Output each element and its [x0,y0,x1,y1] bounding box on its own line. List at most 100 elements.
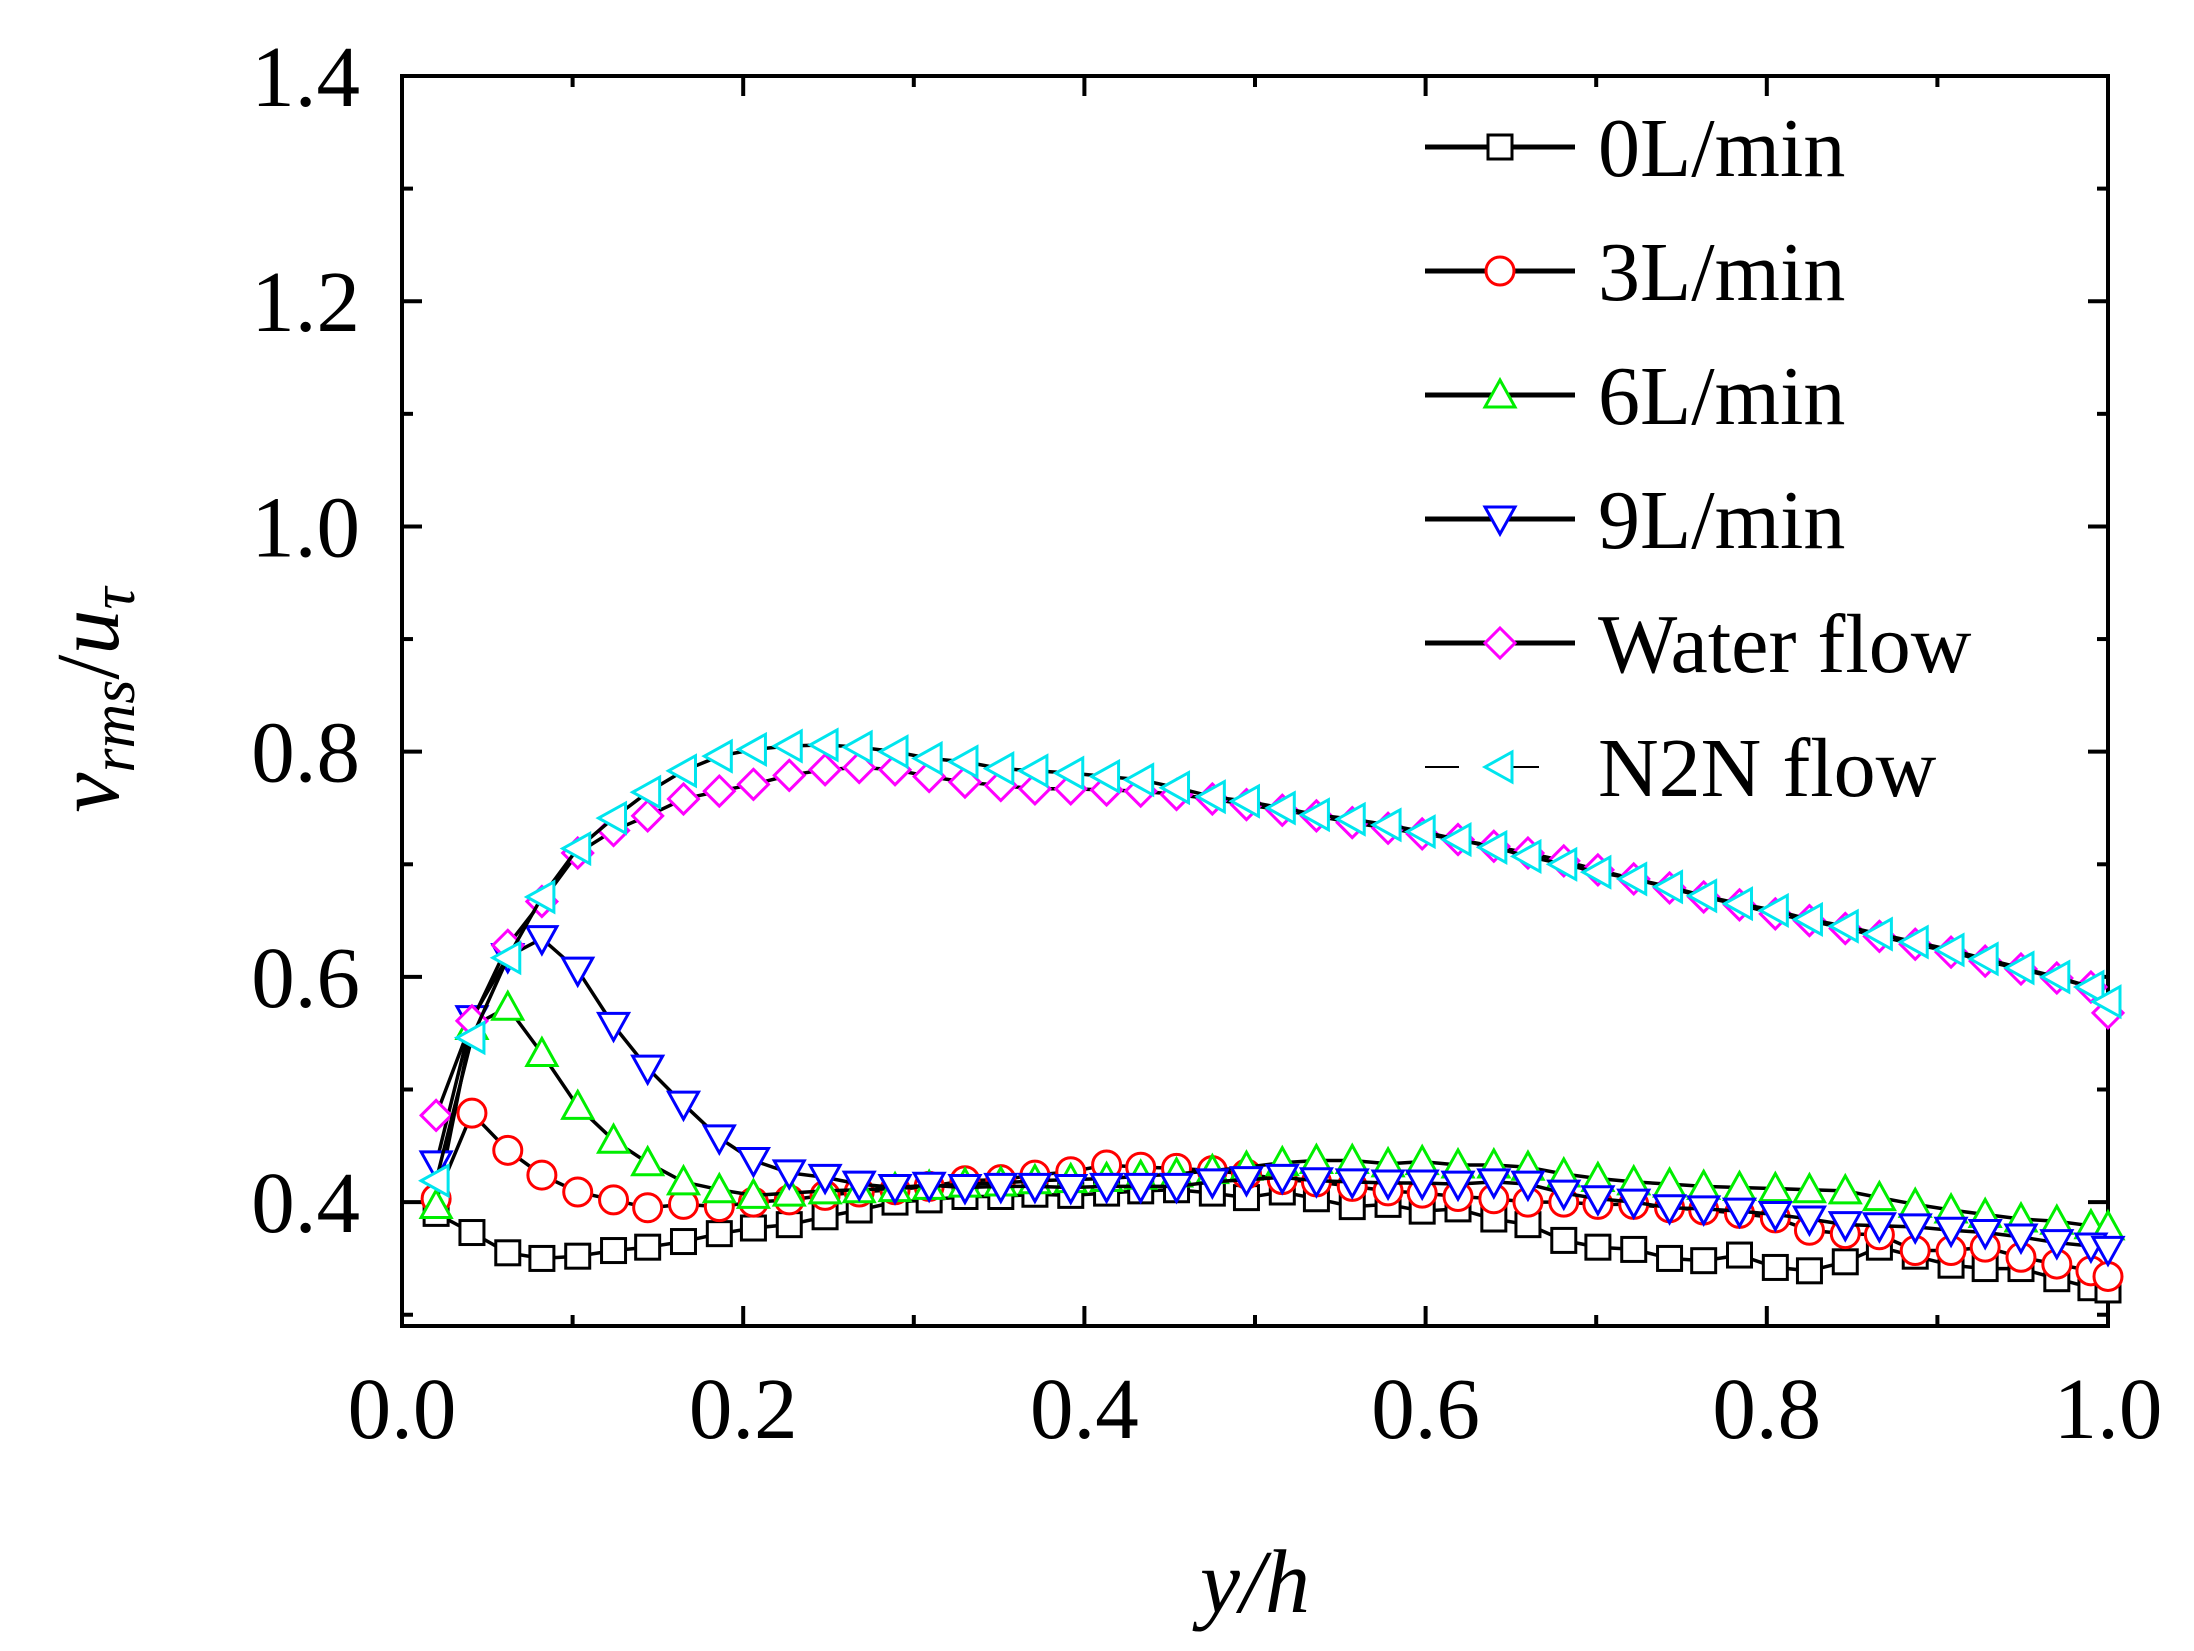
data-point [418,1187,454,1220]
data-point [1546,1179,1582,1212]
data-point [490,989,526,1021]
legend-entry: Water flow [1425,598,1972,691]
legend-marker [1482,625,1518,661]
data-point [775,1211,803,1239]
data-point [598,1184,630,1216]
data-point [600,1237,628,1265]
data-point [1652,1194,1688,1226]
data-point [528,1244,556,1272]
y-axis-title-v-sub: rms [80,680,148,773]
data-point [771,1175,807,1207]
data-point [523,879,556,915]
data-point [771,728,803,764]
x-tick-label: 0.6 [1371,1360,1480,1457]
data-point [1440,1170,1476,1203]
data-point [1509,838,1542,874]
data-point [1550,1226,1578,1254]
data-point [1579,854,1612,890]
data-point [983,1172,1019,1205]
data-point [418,1098,454,1133]
data-point [1298,1167,1334,1199]
data-point [911,740,943,776]
data-point [2072,969,2105,1005]
legend-entry: N2N flow [1425,722,1937,815]
y-axis-title-u: u [39,610,138,655]
data-point [1476,1168,1512,1200]
data-point [982,751,1015,787]
data-point [494,1239,522,1267]
data-point [1757,1201,1793,1233]
y-axis-title-v: v [39,773,138,813]
data-point [1757,892,1789,929]
data-point [701,738,733,774]
data-point [562,1176,594,1208]
data-point [1827,908,1859,944]
data-point [1932,932,1965,968]
data-point [1686,1195,1722,1227]
data-point [771,1159,807,1191]
data-point [1334,1168,1370,1200]
y-axis-title-slash: / [39,655,138,680]
data-point [1967,1219,2003,1251]
data-point [1791,1205,1827,1238]
data-point [1791,901,1823,938]
data-point [772,758,807,793]
data-point [1158,770,1191,806]
data-point [1510,1170,1546,1203]
data-point [524,1035,560,1067]
data-point [2089,984,2122,1020]
y-axis-title: vrms/uτ [39,585,148,813]
legend-label: 9L/min [1598,474,1845,567]
data-point [739,1214,767,1242]
data-point [669,1228,697,1256]
legend-marker [1484,255,1516,287]
data-point [1053,1173,1089,1206]
data-point [560,1088,596,1120]
data-point [595,800,628,836]
data-point [877,1173,913,1206]
data-point [456,1097,488,1129]
data-point [806,727,839,763]
legend-entry: 0L/min [1425,102,1845,195]
data-point [1052,755,1085,791]
data-point [418,1150,454,1182]
legend-label: Water flow [1598,598,1972,691]
data-point [595,1011,632,1044]
data-point [634,1233,662,1261]
series-layer [418,727,2126,1304]
data-point [524,925,560,957]
data-point [2002,950,2035,986]
legend-label: N2N flow [1598,722,1937,815]
y-tick-label: 0.4 [251,1154,360,1251]
data-point [1016,753,1049,789]
data-point [1933,1216,1969,1249]
data-point [1369,807,1402,843]
legend-marker [1486,133,1514,161]
data-point [1861,916,1893,952]
data-point [947,1173,983,1206]
data-point [701,1124,737,1157]
data-point [1721,886,1754,922]
data-point [666,781,701,817]
data-point [735,1177,771,1209]
data-point [1404,1169,1440,1202]
data-point [1967,941,1999,977]
data-point [1439,821,1472,858]
data-point [735,731,767,767]
data-point [1264,1163,1300,1196]
legend: 0L/min 3L/min 6L/min 9L/min Water flow N2N fl… [1425,102,1972,815]
data-point [1545,846,1578,882]
data-point [630,798,665,833]
y-tick-label: 1.4 [251,28,360,125]
data-point [632,1192,664,1224]
data-point [559,830,592,867]
data-point [1861,1179,1897,1212]
y-axis-title-u-sub: τ [80,585,148,610]
data-point [705,1220,733,1248]
legend-label: 0L/min [1598,102,1845,195]
data-point [1194,1168,1230,1200]
legend-marker [1482,505,1518,538]
data-point [1620,1235,1648,1263]
data-point [1123,1172,1159,1205]
data-point [1897,1213,1933,1245]
